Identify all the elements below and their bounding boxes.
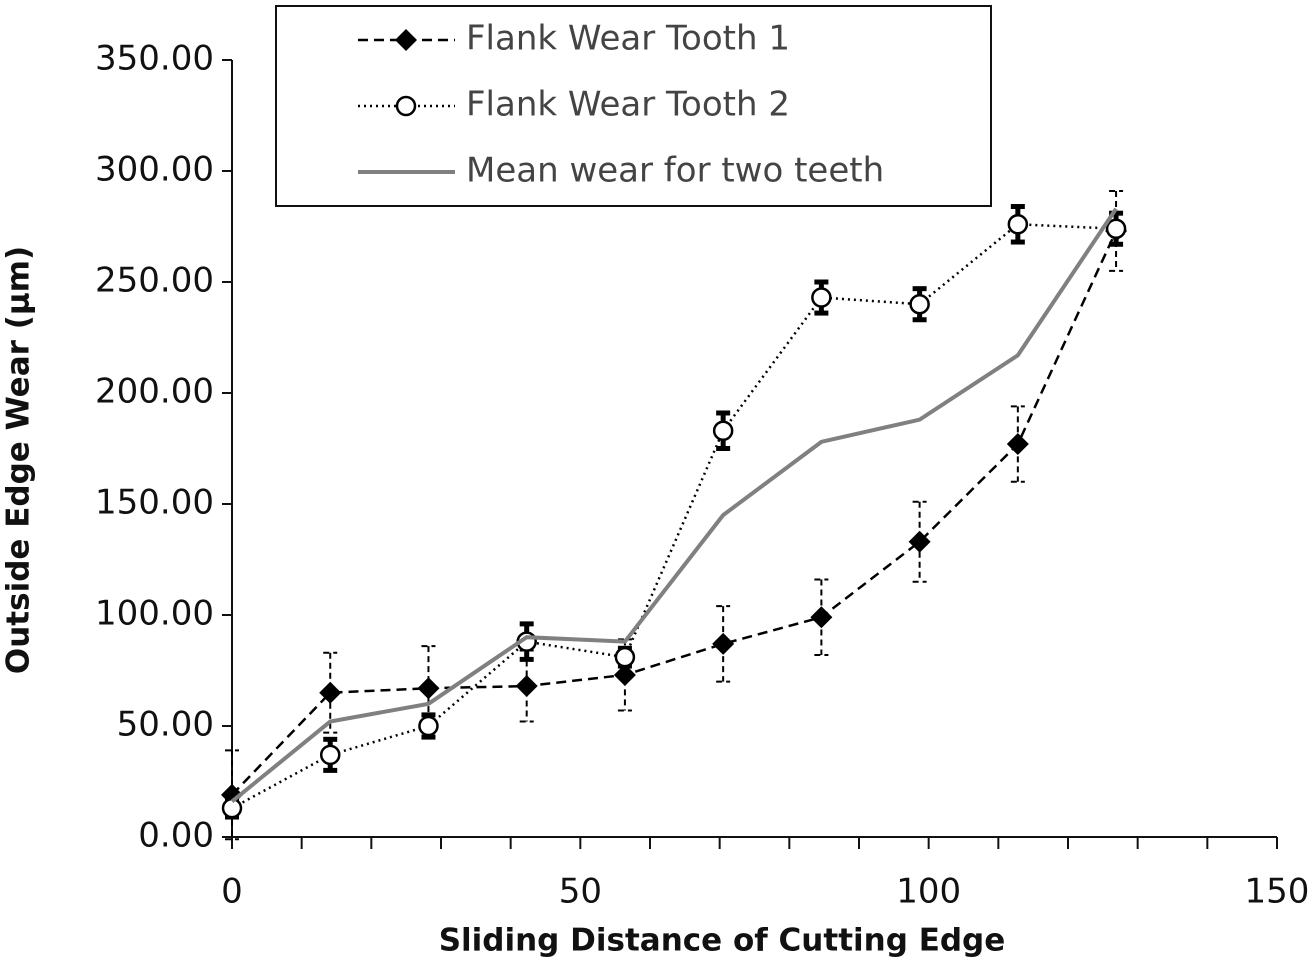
- series-line: [231, 223, 1117, 810]
- y-tick-label: 0.00: [138, 816, 214, 856]
- data-point: [613, 663, 636, 686]
- x-tick-label: 50: [559, 872, 602, 912]
- data-point: [712, 632, 735, 655]
- series-line: [230, 207, 1118, 804]
- y-tick-label: 200.00: [95, 372, 214, 412]
- data-point: [417, 677, 440, 700]
- data-point: [1105, 218, 1127, 239]
- data-point: [909, 293, 930, 315]
- data-point: [712, 420, 734, 441]
- y-tick-label: 50.00: [117, 705, 214, 745]
- y-tick-label: 150.00: [95, 483, 214, 523]
- legend-label: Flank Wear Tooth 1: [466, 19, 790, 59]
- data-point: [418, 715, 439, 737]
- data-point: [319, 744, 341, 766]
- legend-marker: [395, 29, 417, 51]
- legend-marker: [395, 95, 417, 117]
- series-line: [231, 230, 1118, 796]
- x-tick-label: 100: [896, 872, 961, 912]
- legend-label: Mean wear for two teeth: [466, 151, 884, 191]
- data-point: [908, 530, 931, 553]
- x-axis-title: Sliding Distance of Cutting Edge: [439, 923, 1006, 959]
- y-axis-title: Outside Edge Wear (µm): [1, 246, 37, 674]
- data-point: [811, 287, 832, 308]
- data-point: [810, 606, 833, 629]
- data-point: [515, 675, 538, 698]
- x-tick-label: 0: [221, 872, 243, 912]
- y-tick-label: 300.00: [95, 150, 214, 190]
- y-tick-label: 100.00: [95, 594, 214, 634]
- x-tick-label: 150: [1245, 872, 1310, 912]
- data-point: [1007, 214, 1029, 235]
- y-tick-label: 350.00: [95, 39, 214, 79]
- y-tick-label: 250.00: [95, 261, 214, 301]
- data-point: [221, 797, 243, 819]
- legend-label: Flank Wear Tooth 2: [466, 85, 790, 125]
- data-point: [319, 681, 342, 704]
- data-point: [1006, 433, 1029, 456]
- data-point: [614, 646, 636, 668]
